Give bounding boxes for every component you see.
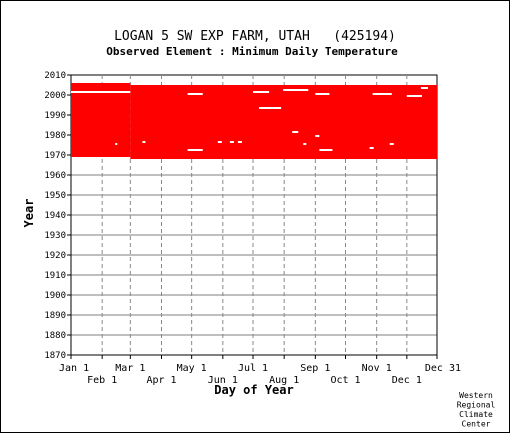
y-tick-label: 1960 bbox=[44, 171, 66, 181]
y-tick-label: 1910 bbox=[44, 271, 66, 281]
missing-data-gap bbox=[71, 91, 131, 93]
y-tick-label: 1900 bbox=[44, 291, 66, 301]
x-tick-label: Sep 1 bbox=[300, 363, 330, 374]
data-coverage-bar bbox=[130, 85, 438, 159]
data-coverage-bar bbox=[71, 83, 131, 157]
x-axis-label: Day of Year bbox=[214, 383, 293, 397]
x-tick-label: Aug 1 bbox=[269, 375, 299, 386]
chart-title: LOGAN 5 SW EXP FARM, UTAH (425194) bbox=[114, 29, 396, 44]
missing-data-gap bbox=[142, 141, 146, 143]
y-tick-label: 1950 bbox=[44, 191, 66, 201]
x-tick-label: Dec 31 bbox=[425, 363, 461, 374]
missing-data-gap bbox=[252, 91, 270, 93]
x-tick-label: Jul 1 bbox=[238, 363, 268, 374]
missing-data-gap bbox=[319, 149, 333, 151]
x-tick-label: Mar 1 bbox=[115, 363, 145, 374]
missing-data-gap bbox=[303, 143, 307, 145]
y-axis-label: Year bbox=[22, 199, 36, 228]
missing-data-gap bbox=[389, 143, 394, 145]
y-tick-label: 1970 bbox=[44, 151, 66, 161]
x-tick-label: Dec 1 bbox=[392, 375, 422, 386]
credit-line: Western bbox=[459, 391, 493, 400]
x-tick-label: Jun 1 bbox=[208, 375, 238, 386]
missing-data-gap bbox=[229, 141, 234, 143]
chart-subtitle: Observed Element : Minimum Daily Tempera… bbox=[106, 45, 398, 58]
missing-data-gap bbox=[406, 95, 422, 97]
y-tick-label: 1940 bbox=[44, 211, 66, 221]
missing-data-gap bbox=[420, 87, 428, 89]
missing-data-gap bbox=[187, 149, 203, 151]
y-tick-label: 1890 bbox=[44, 311, 66, 321]
missing-data-gap bbox=[237, 141, 242, 143]
credit-line: Climate bbox=[459, 410, 493, 419]
y-tick-label: 1880 bbox=[44, 331, 66, 341]
missing-data-gap bbox=[292, 131, 299, 133]
missing-data-gap bbox=[217, 141, 222, 143]
y-tick-label: 1990 bbox=[44, 111, 66, 121]
y-tick-label: 2010 bbox=[44, 71, 66, 81]
missing-data-gap bbox=[187, 93, 203, 95]
x-tick-label: May 1 bbox=[177, 363, 207, 374]
missing-data-gap bbox=[372, 93, 392, 95]
missing-data-gap bbox=[259, 107, 282, 109]
y-tick-label: 1920 bbox=[44, 251, 66, 261]
x-tick-label: Jan 1 bbox=[59, 363, 89, 374]
missing-data-gap bbox=[369, 147, 374, 149]
x-tick-label: Apr 1 bbox=[146, 375, 176, 386]
y-tick-label: 1980 bbox=[44, 131, 66, 141]
x-tick-label: Oct 1 bbox=[330, 375, 360, 386]
plot-area: 1870 1880 1890 1900 1910 1920 1930 1940 1950 1960… bbox=[44, 71, 461, 386]
y-tick-label: 2000 bbox=[44, 91, 66, 101]
missing-data-gap bbox=[315, 135, 320, 137]
missing-data-gap bbox=[115, 143, 118, 145]
x-tick-label: Nov 1 bbox=[362, 363, 392, 374]
missing-data-gap bbox=[283, 89, 309, 91]
y-tick-label: 1870 bbox=[44, 351, 66, 361]
credit-line: Regional bbox=[457, 401, 496, 410]
credit-line: Center bbox=[462, 420, 491, 429]
missing-data-gap bbox=[315, 93, 330, 95]
x-tick-label: Feb 1 bbox=[87, 375, 117, 386]
y-tick-label: 1930 bbox=[44, 231, 66, 241]
